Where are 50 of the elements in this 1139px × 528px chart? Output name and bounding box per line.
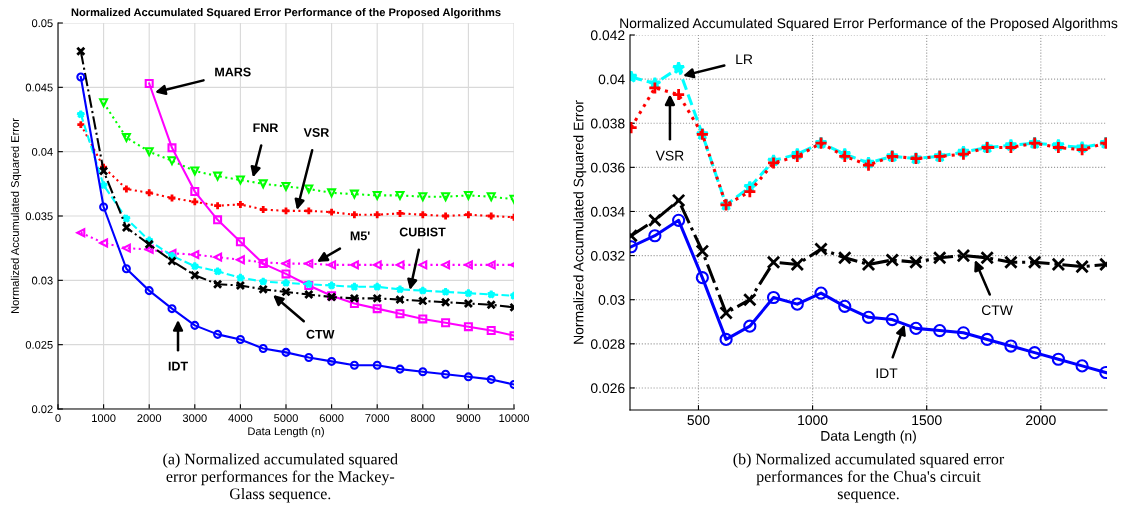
text: (b) Normalized accumulated squared error performances for the Chua's circuit sequence. [733,453,1005,503]
chart-title: Normalized Accumulated Squared Error Performance of the Proposed Algorithms [71,8,501,19]
y-tick-label: 0.05 [31,19,53,28]
x-axis-title: Data Length (n) [248,427,324,438]
x-tick-label: 1000 [92,414,116,423]
y-tick-label: 0.03 [31,276,53,285]
annotation: CTW [306,329,335,339]
x-axis-title: Data Length (n) [821,430,916,444]
x-tick-label: 1500 [912,415,942,426]
y-tick-label: 0.042 [590,30,625,41]
x-tick-label: 8000 [410,414,435,423]
annotation: IDT [876,368,898,378]
y-tick-label: 0.032 [590,250,625,261]
x-tick-label: 4000 [228,414,253,423]
x-tick-label: 10000 [499,414,530,423]
x-tick-label: 500 [687,415,710,426]
y-tick-label: 0.028 [590,339,625,349]
x-tick-label: 9000 [456,414,481,423]
y-tick-label: 0.026 [590,383,625,394]
y-tick-label: 0.03 [598,295,625,305]
x-tick-label: 1000 [798,415,828,426]
y-axis-title: Normalized Accumulated Squared Error [573,100,587,344]
x-tick-label: 0 [55,414,61,423]
x-tick-label: 7000 [365,414,390,423]
y-axis-title: Normalized Accumulated Squared Error [10,118,22,313]
annotation: VSR [655,150,684,161]
y-tick-label: 0.025 [25,340,53,349]
annotation: M5' [350,231,370,241]
annotation: MARS [215,67,251,77]
y-tick-label: 0.035 [25,212,53,221]
annotation: CTW [981,305,1013,316]
y-tick-label: 0.04 [598,74,625,85]
x-tick-label: 5000 [274,414,298,423]
annotation: CUBIST [399,227,446,237]
y-tick-label: 0.04 [31,147,53,156]
x-tick-label: 2000 [1026,415,1056,426]
y-tick-label: 0.02 [31,405,53,414]
annotation: FNR [253,123,279,133]
annotation: LR [736,54,753,65]
y-tick-label: 0.036 [590,162,625,173]
x-tick-label: 3000 [182,414,207,423]
x-tick-label: 2000 [137,414,162,423]
y-tick-label: 0.034 [590,206,625,217]
chart-title: Normalized Accumulated Squared Error Performance of the Proposed Algorithms [620,17,1118,31]
annotation: VSR [303,128,330,137]
y-tick-label: 0.045 [25,83,53,92]
text: (a) Normalized accumulated squared error performances for the Mackey- Glass sequence. [163,453,398,503]
x-tick-label: 6000 [319,414,344,423]
annotation: IDT [168,361,188,371]
y-tick-label: 0.038 [590,118,625,129]
